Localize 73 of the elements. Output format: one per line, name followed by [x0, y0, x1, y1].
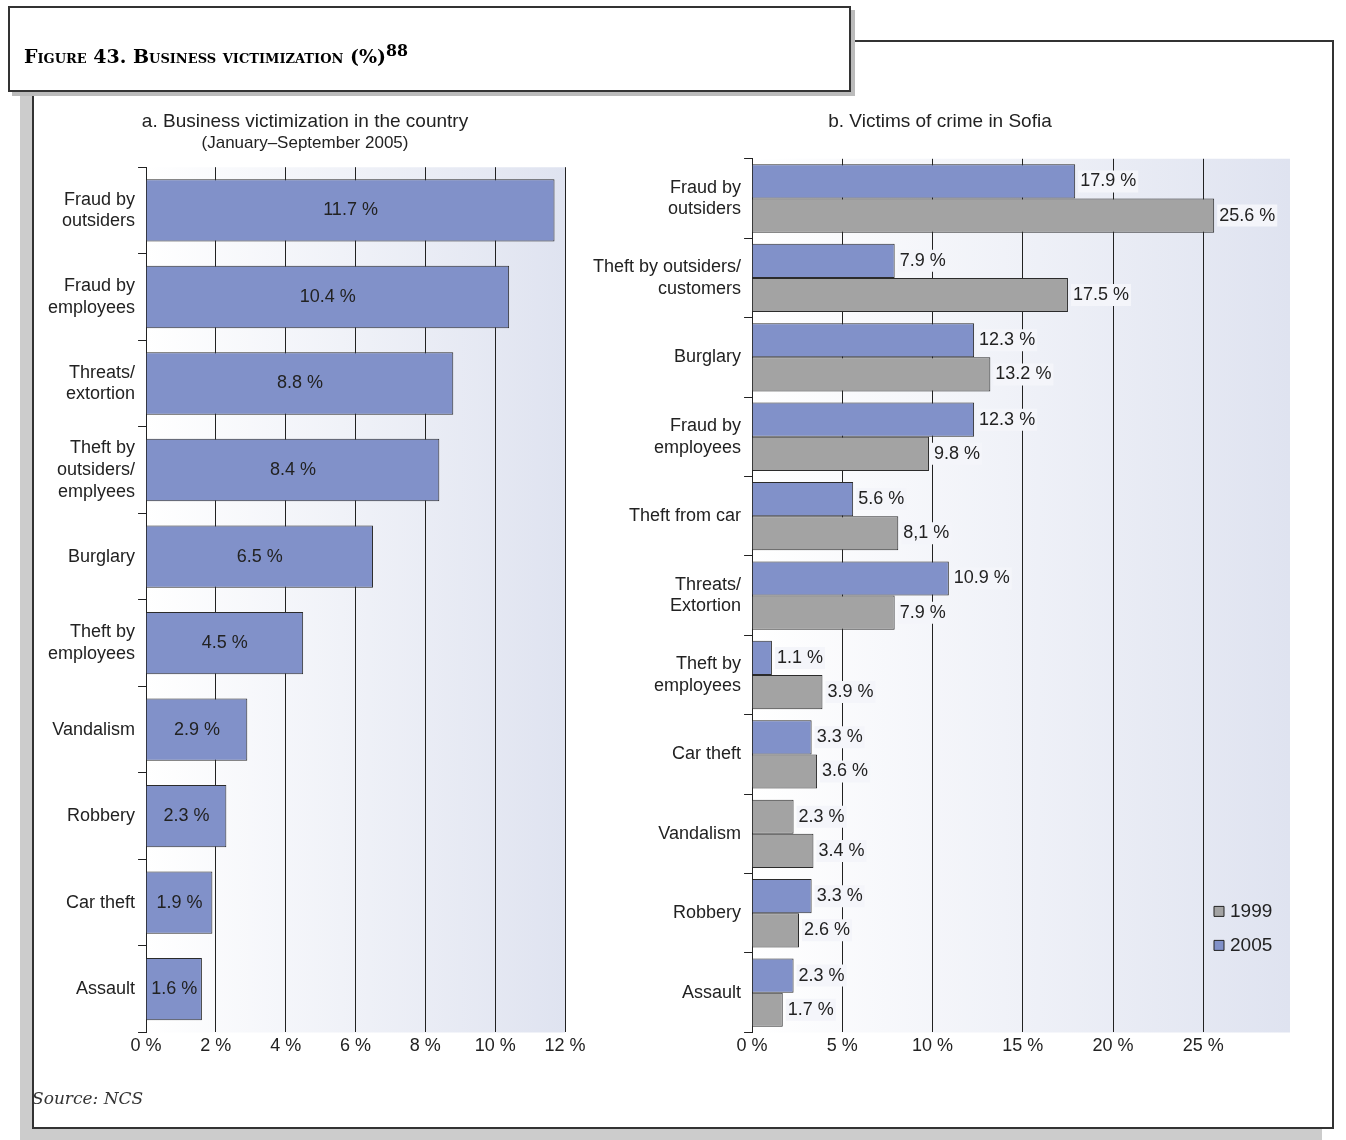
- y-tick-label: Burglary: [674, 346, 742, 367]
- data-label: 7.9 %: [899, 601, 946, 622]
- data-label: 3.4 %: [818, 839, 865, 860]
- y-tick-label: Fraud by employees: [48, 275, 136, 317]
- y-tick-label: Theft by outsiders/ customers: [592, 256, 742, 298]
- y-tick-label: Fraud by outsiders: [668, 176, 742, 219]
- x-tick-label: 2 %: [200, 1035, 232, 1056]
- y-tick-label: Theft by employees: [654, 653, 742, 695]
- source-note: Source: NCS: [32, 1088, 144, 1108]
- data-label: 8.4 %: [269, 458, 316, 479]
- y-tick-label: Car theft: [672, 743, 742, 764]
- y-tick-label: Threats/ Extortion: [670, 573, 742, 616]
- data-label: 12.3 %: [979, 329, 1036, 350]
- data-label: 1.7 %: [787, 998, 834, 1019]
- data-label: 1.6 %: [151, 978, 198, 999]
- x-tick-label: 8 %: [409, 1035, 441, 1056]
- data-label: 2.3 %: [163, 805, 210, 826]
- data-label: 9.8 %: [933, 442, 980, 463]
- y-tick-label: Theft by outsiders/ emplyees: [57, 437, 136, 501]
- data-label: 2.3 %: [798, 805, 845, 826]
- data-label: 2.6 %: [804, 919, 851, 940]
- y-tick-label: Vandalism: [658, 822, 742, 843]
- data-label: 7.9 %: [899, 249, 946, 270]
- data-label: 17.5 %: [1072, 283, 1130, 304]
- data-label: 8.8 %: [276, 372, 323, 393]
- x-tick-label: 6 %: [340, 1035, 372, 1056]
- data-label: 5.6 %: [858, 488, 905, 509]
- x-tick-label: 15 %: [1002, 1035, 1044, 1056]
- y-tick-label: Fraud by employees: [654, 414, 742, 457]
- data-label: 25.6 %: [1219, 204, 1276, 225]
- data-label: 3.3 %: [816, 885, 863, 906]
- legend-label: 2005: [1230, 933, 1273, 955]
- y-tick-label: Burglary: [68, 545, 136, 566]
- data-label: 3.3 %: [816, 726, 863, 747]
- data-label: 8,1 %: [903, 522, 950, 543]
- data-label: 1.9 %: [156, 891, 203, 912]
- x-tick-label: 0 %: [130, 1035, 162, 1056]
- data-label: 3.6 %: [822, 760, 869, 781]
- data-label: 17.9 %: [1080, 170, 1137, 191]
- y-tick-label: Assault: [76, 978, 136, 999]
- legend-label: 1999: [1230, 899, 1273, 921]
- data-label: 13.2 %: [995, 363, 1052, 384]
- x-tick-label: 4 %: [270, 1035, 302, 1056]
- y-tick-label: Car theft: [66, 891, 136, 912]
- x-tick-label: 20 %: [1092, 1035, 1134, 1056]
- data-label: 10.9 %: [953, 567, 1010, 588]
- y-tick-label: Threats/ extortion: [66, 361, 136, 404]
- y-tick-label: Robbery: [67, 805, 136, 826]
- data-label: 2.9 %: [173, 718, 220, 739]
- x-tick-label: 10 %: [912, 1035, 954, 1056]
- y-tick-label: Theft from car: [629, 505, 742, 526]
- data-label: 6.5 %: [236, 545, 283, 566]
- data-label: 1.1 %: [776, 646, 823, 667]
- y-tick-label: Assault: [682, 981, 742, 1002]
- chart-title: b. Victims of crime in Sofia: [828, 109, 1053, 131]
- chart-title: a. Business victimization in the country: [141, 109, 469, 131]
- data-label: 11.7 %: [323, 199, 378, 220]
- y-tick-label: Fraud by outsiders: [62, 188, 136, 231]
- data-label: 3.9 %: [827, 681, 874, 702]
- caption: Figure 43. Business victimization (%)$^{88}$: [8, 6, 851, 92]
- data-label: 10.4 %: [299, 285, 356, 306]
- chart-subtitle: (January–September 2005): [201, 132, 409, 152]
- x-tick-label: 12 %: [544, 1035, 586, 1056]
- data-label: 4.5 %: [201, 632, 248, 653]
- x-tick-label: 0 %: [736, 1035, 768, 1056]
- y-tick-label: Robbery: [673, 902, 742, 923]
- x-tick-label: 25 %: [1182, 1035, 1224, 1056]
- data-label: 12.3 %: [979, 408, 1036, 429]
- y-tick-label: Theft by employees: [48, 621, 136, 663]
- x-tick-label: 10 %: [474, 1035, 516, 1056]
- x-tick-label: 5 %: [826, 1035, 858, 1056]
- y-tick-label: Vandalism: [52, 718, 136, 739]
- data-label: 2.3 %: [798, 964, 845, 985]
